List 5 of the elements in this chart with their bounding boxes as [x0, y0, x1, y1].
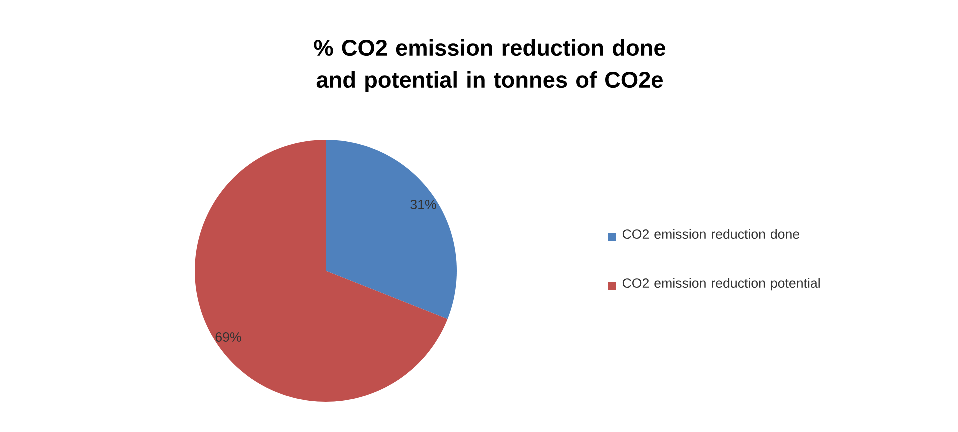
legend-label: CO2 emission reduction done: [622, 229, 800, 240]
data-label: 69%: [216, 332, 242, 342]
legend-label: CO2 emission reduction potential: [622, 278, 820, 291]
data-label: 31%: [410, 200, 436, 210]
chart-title: % CO2 emission reduction done and potential in tonnes of CO2e: [314, 39, 666, 93]
